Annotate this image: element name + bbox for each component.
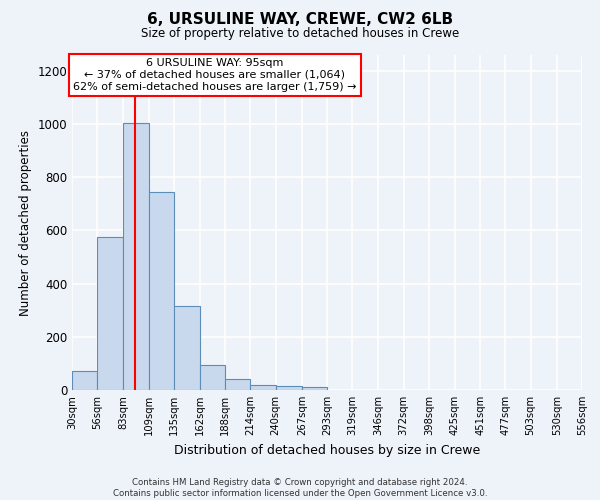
Text: 6, URSULINE WAY, CREWE, CW2 6LB: 6, URSULINE WAY, CREWE, CW2 6LB: [147, 12, 453, 28]
Bar: [225, 380, 250, 390]
Bar: [124, 123, 149, 390]
Bar: [275, 386, 302, 390]
X-axis label: Distribution of detached houses by size in Crewe: Distribution of detached houses by size …: [174, 444, 480, 456]
Bar: [250, 384, 275, 390]
Bar: [302, 388, 327, 390]
Text: Size of property relative to detached houses in Crewe: Size of property relative to detached ho…: [141, 28, 459, 40]
Bar: [149, 192, 174, 390]
Y-axis label: Number of detached properties: Number of detached properties: [19, 130, 32, 316]
Bar: [174, 306, 200, 390]
Bar: [97, 237, 124, 390]
Text: 6 URSULINE WAY: 95sqm
← 37% of detached houses are smaller (1,064)
62% of semi-d: 6 URSULINE WAY: 95sqm ← 37% of detached …: [73, 58, 356, 92]
Bar: [72, 372, 97, 390]
Bar: [200, 364, 225, 390]
Text: Contains HM Land Registry data © Crown copyright and database right 2024.
Contai: Contains HM Land Registry data © Crown c…: [113, 478, 487, 498]
